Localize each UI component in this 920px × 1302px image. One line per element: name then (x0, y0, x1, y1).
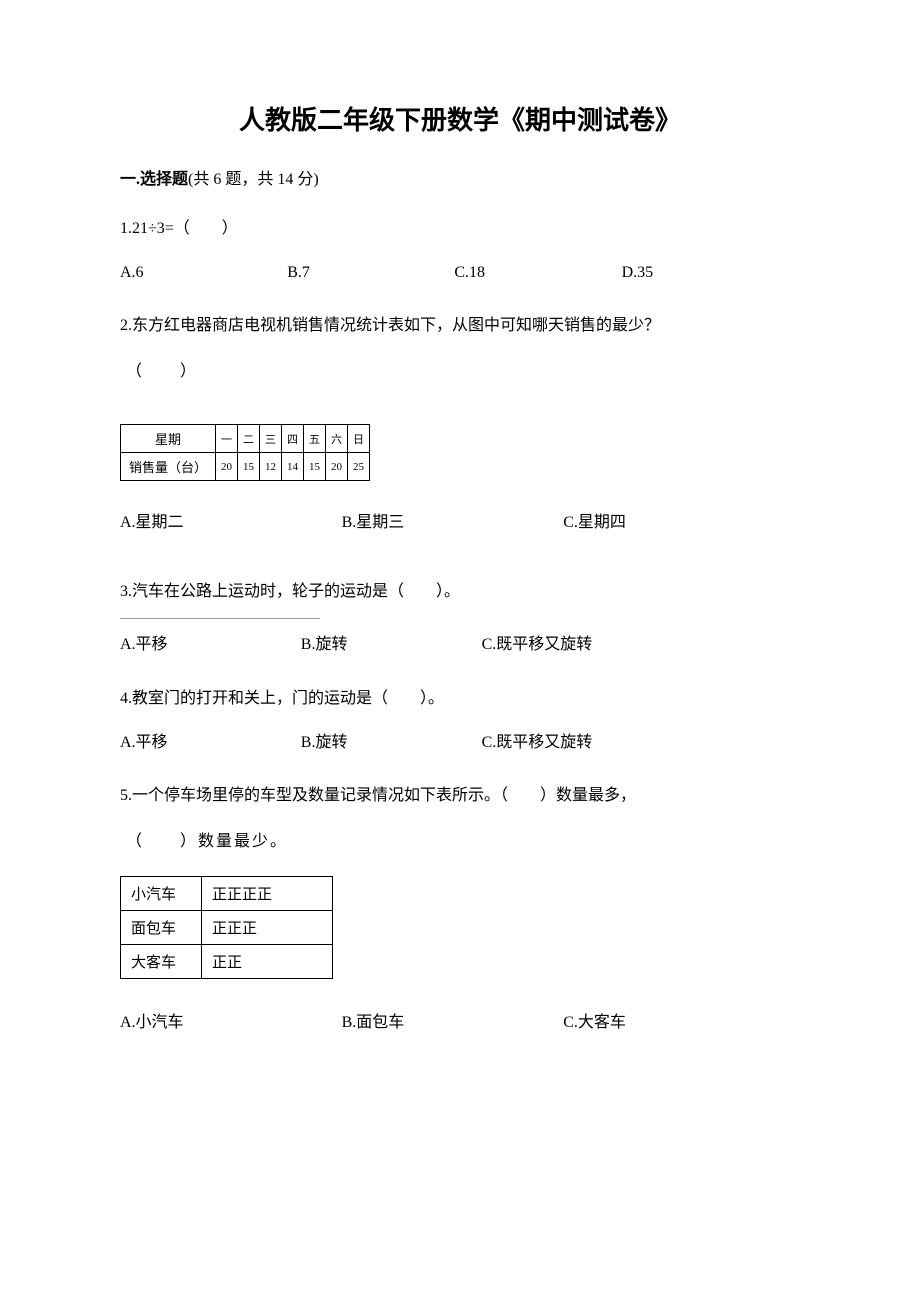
q2-paren: （ ） (126, 352, 800, 392)
q3-opt-c: C.既平移又旋转 (482, 627, 700, 662)
q1-opt-d: D.35 (622, 255, 785, 290)
divider (120, 618, 320, 619)
q5-opt-b: B.面包车 (342, 1005, 560, 1040)
q1-text: 1.21÷3=（ ） (120, 209, 800, 249)
q4-opt-a: A.平移 (120, 725, 297, 760)
q2-val-6: 20 (326, 453, 348, 481)
q2-opt-a: A.星期二 (120, 505, 338, 540)
q5-r3-marks: 正正 (202, 944, 333, 978)
q2-col-6: 六 (326, 425, 348, 453)
q2-col-4: 四 (282, 425, 304, 453)
q2-table: 星期 一 二 三 四 五 六 日 销售量（台） 20 15 12 14 15 2… (120, 424, 370, 481)
q3-text: 3.汽车在公路上运动时，轮子的运动是（ ）。 (120, 572, 800, 612)
q5-opt-a: A.小汽车 (120, 1005, 338, 1040)
q2-text: 2.东方红电器商店电视机销售情况统计表如下，从图中可知哪天销售的最少？ (120, 306, 800, 346)
q4-opt-b: B.旋转 (301, 725, 478, 760)
q2-opt-c: C.星期四 (563, 505, 781, 540)
q2-opt-b: B.星期三 (342, 505, 560, 540)
q2-options: A.星期二 B.星期三 C.星期四 (120, 505, 800, 540)
page-title: 人教版二年级下册数学《期中测试卷》 (120, 100, 800, 137)
q5-line1: 5.一个停车场里停的车型及数量记录情况如下表所示。（ ）数量最多， (120, 776, 800, 816)
q2-row2-header: 销售量（台） (121, 453, 216, 481)
q1-opt-c: C.18 (454, 255, 617, 290)
q2-val-4: 14 (282, 453, 304, 481)
q1-opt-a: A.6 (120, 255, 283, 290)
q2-col-3: 三 (260, 425, 282, 453)
exam-page: 人教版二年级下册数学《期中测试卷》 一.选择题(共 6 题，共 14 分) 1.… (0, 0, 920, 1116)
q4-opt-c: C.既平移又旋转 (482, 725, 700, 760)
q2-val-3: 12 (260, 453, 282, 481)
q2-val-1: 20 (216, 453, 238, 481)
section-label: 一.选择题 (120, 171, 188, 188)
q4-text: 4.教室门的打开和关上，门的运动是（ ）。 (120, 679, 800, 719)
q5-table: 小汽车 正正正正 面包车 正正正 大客车 正正 (120, 876, 333, 979)
q4-options: A.平移 B.旋转 C.既平移又旋转 (120, 725, 800, 760)
q1-options: A.6 B.7 C.18 D.35 (120, 255, 800, 290)
q2-col-2: 二 (238, 425, 260, 453)
q3-opt-b: B.旋转 (301, 627, 478, 662)
q3-options: A.平移 B.旋转 C.既平移又旋转 (120, 627, 800, 662)
q2-col-5: 五 (304, 425, 326, 453)
q2-row1-header: 星期 (121, 425, 216, 453)
q5-line2: （ ）数量最少。 (126, 822, 800, 862)
q5-opt-c: C.大客车 (563, 1005, 781, 1040)
section-count: (共 6 题，共 14 分) (188, 171, 319, 188)
q2-val-7: 25 (348, 453, 370, 481)
q3-opt-a: A.平移 (120, 627, 297, 662)
q5-r2-label: 面包车 (121, 910, 202, 944)
q2-col-1: 一 (216, 425, 238, 453)
q5-r1-label: 小汽车 (121, 876, 202, 910)
q5-r2-marks: 正正正 (202, 910, 333, 944)
section-1-header: 一.选择题(共 6 题，共 14 分) (120, 165, 800, 189)
q5-options: A.小汽车 B.面包车 C.大客车 (120, 1005, 800, 1040)
q2-val-5: 15 (304, 453, 326, 481)
q1-opt-b: B.7 (287, 255, 450, 290)
q2-val-2: 15 (238, 453, 260, 481)
q5-r3-label: 大客车 (121, 944, 202, 978)
q2-col-7: 日 (348, 425, 370, 453)
q5-r1-marks: 正正正正 (202, 876, 333, 910)
